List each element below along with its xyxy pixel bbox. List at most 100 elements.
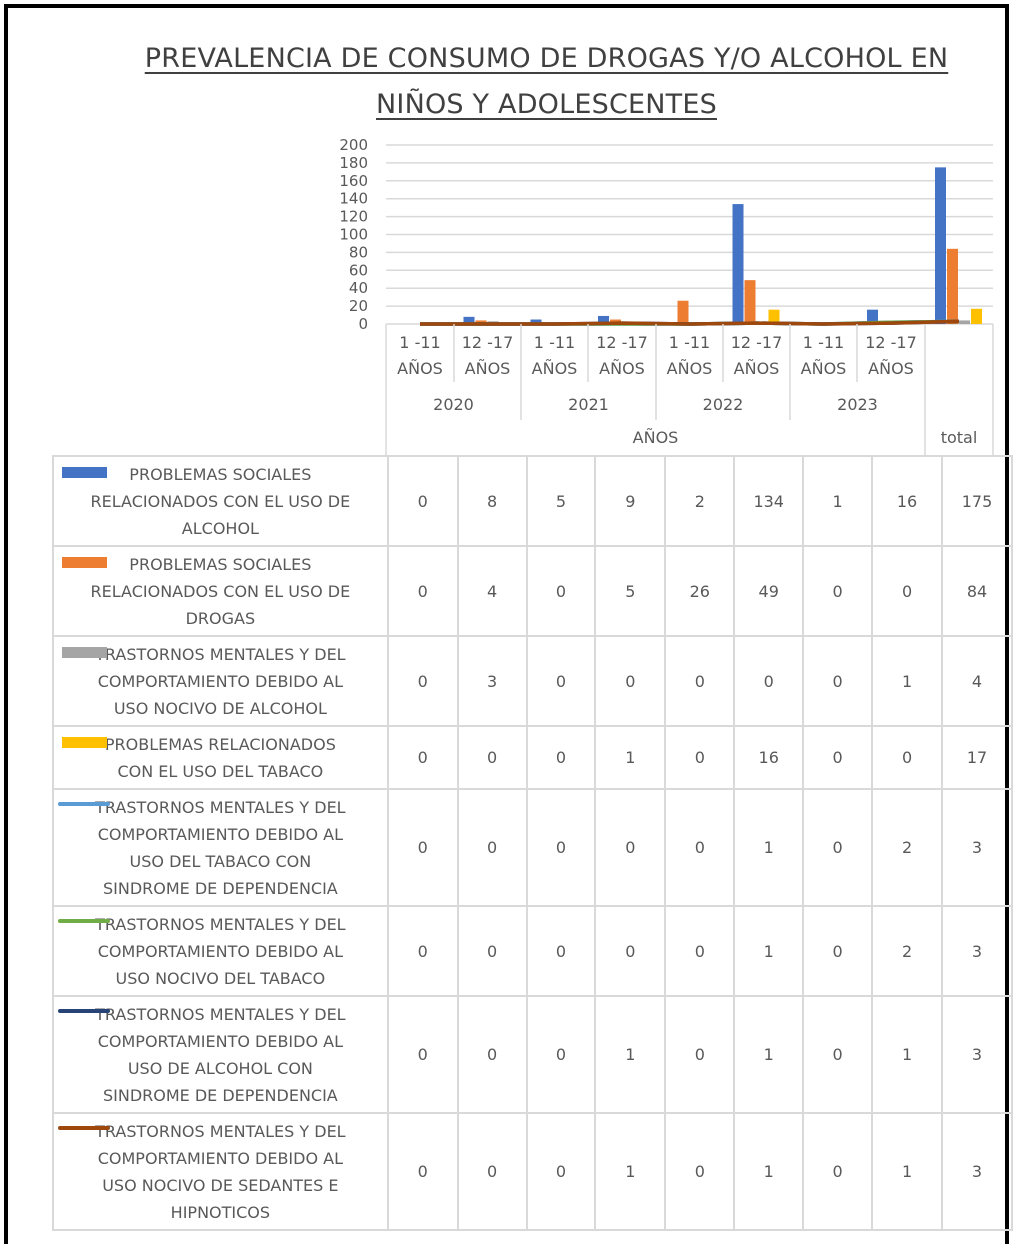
table-cell-value: 0 (802, 1112, 874, 1231)
table-cell-value: 0 (525, 635, 597, 727)
table-cell-value: 0 (456, 995, 528, 1114)
table-row: TRASTORNOS MENTALES Y DEL COMPORTAMIENTO … (52, 905, 1013, 997)
y-tick-label-40: 40 (349, 279, 368, 297)
y-tick-label-160: 160 (339, 172, 368, 190)
series-name: TRASTORNOS MENTALES Y DEL COMPORTAMIENTO … (54, 1118, 387, 1226)
table-cell-value: 1 (871, 635, 944, 727)
bar-s1-c8 (947, 248, 958, 324)
x-group-label-3-1: AÑOS (599, 359, 645, 378)
table-cell-value: 0 (802, 995, 874, 1114)
table-cell-value: 0 (802, 545, 874, 637)
bar-s0-c3 (598, 315, 609, 324)
bar-s1-c5 (744, 280, 756, 324)
table-cell-value: 0 (802, 788, 874, 907)
table-cell-value: 0 (386, 905, 459, 997)
table-cell-value: 1 (594, 725, 667, 790)
table-cell-value: 1 (594, 1112, 667, 1231)
table-cell-value: 0 (594, 788, 667, 907)
table-row: TRASTORNOS MENTALES Y DEL COMPORTAMIENTO … (52, 635, 1013, 727)
bar-s0-c5 (732, 204, 744, 324)
table-cell-value: 0 (733, 635, 805, 727)
series-name-line: COMPORTAMIENTO DEBIDO AL (97, 1031, 343, 1051)
table-cell-value: 0 (386, 725, 459, 790)
x-year-label-2023: 2023 (837, 395, 878, 414)
table-cell-value: 0 (664, 635, 736, 727)
bar-s0-c1 (463, 316, 475, 324)
series-name-line: TRASTORNOS MENTALES Y DEL (95, 1004, 346, 1024)
chart-title-line-1: PREVALENCIA DE CONSUMO DE DROGAS Y/O ALC… (144, 43, 949, 74)
legend-key (58, 1126, 110, 1130)
series-name: TRASTORNOS MENTALES Y DEL COMPORTAMIENTO … (54, 1001, 387, 1109)
table-cell-value: 134 (733, 455, 805, 547)
table-cell-value: 0 (664, 788, 736, 907)
x-group-label-4-0: 1 -11 (669, 333, 710, 352)
table-cell-value: 0 (386, 455, 459, 547)
table-cell-value: 0 (456, 788, 528, 907)
table-cell-value: 0 (525, 725, 597, 790)
x-year-label-2022: 2022 (703, 395, 744, 414)
table-cell-value: 0 (386, 788, 459, 907)
legend-key (62, 647, 107, 658)
series-label-cell: PROBLEMAS RELACIONADOS CON EL USO DEL TAB… (52, 725, 389, 790)
x-total-label: total (941, 428, 978, 447)
table-cell-value: 0 (594, 905, 667, 997)
bar-s3-c5 (768, 309, 780, 324)
table-cell-value: 26 (664, 545, 736, 637)
table-cell-value: 0 (525, 788, 597, 907)
series-name-line: USO DE ALCOHOL CON (127, 1058, 313, 1078)
table-cell-value: 0 (525, 1112, 597, 1231)
series-name-line: DROGAS (185, 608, 256, 628)
table-cell-value: 2 (871, 788, 944, 907)
bar-s1-c1 (475, 320, 487, 324)
series-name-line: CON EL USO DEL TABACO (117, 761, 324, 781)
x-group-label-2-0: 1 -11 (534, 333, 575, 352)
table-cell-value: 17 (941, 725, 1013, 790)
table-cell-value: 0 (664, 905, 736, 997)
x-year-label-2021: 2021 (568, 395, 609, 414)
table-cell-value: 0 (594, 635, 667, 727)
series-name-line: SINDROME DE DEPENDENCIA (102, 878, 338, 898)
x-group-label-5-1: AÑOS (734, 359, 780, 378)
table-cell-value: 4 (456, 545, 528, 637)
series-name-line: HIPNOTICOS (170, 1202, 271, 1222)
table-cell-value: 3 (456, 635, 528, 727)
table-cell-value: 0 (456, 725, 528, 790)
series-lines (420, 319, 960, 326)
table-cell-value: 2 (664, 455, 736, 547)
x-group-label-1-0: 12 -17 (462, 333, 514, 352)
table-cell-value: 2 (871, 905, 944, 997)
x-axis: 1 -11 AÑOS 12 -17 AÑOS 1 -11 AÑOS 12 -17 AÑOS 1 … (385, 324, 994, 455)
table-cell-value: 0 (456, 905, 528, 997)
table-cell-value: 16 (871, 455, 944, 547)
table-cell-value: 0 (386, 995, 459, 1114)
x-group-label-6-1: AÑOS (801, 359, 847, 378)
gridlines (386, 144, 993, 325)
table-cell-value: 0 (871, 545, 944, 637)
x-outer-label: AÑOS (633, 428, 679, 447)
series-name-line: COMPORTAMIENTO DEBIDO AL (97, 824, 343, 844)
y-tick-label-80: 80 (349, 243, 368, 261)
series-name: TRASTORNOS MENTALES Y DEL COMPORTAMIENTO … (54, 794, 387, 902)
series-name: TRASTORNOS MENTALES Y DEL COMPORTAMIENTO … (54, 641, 387, 722)
series-label-cell: TRASTORNOS MENTALES Y DEL COMPORTAMIENTO … (52, 905, 389, 997)
legend-key (58, 1009, 110, 1013)
table-row: PROBLEMAS SOCIALES RELACIONADOS CON EL US… (52, 545, 1013, 637)
legend-key (58, 919, 110, 923)
series-label-cell: TRASTORNOS MENTALES Y DEL COMPORTAMIENTO … (52, 995, 389, 1114)
x-group-label-0-0: 1 -11 (399, 333, 440, 352)
series-label-cell: PROBLEMAS SOCIALES RELACIONADOS CON EL US… (52, 545, 389, 637)
y-tick-label-100: 100 (339, 226, 368, 244)
series-name-line: TRASTORNOS MENTALES Y DEL (95, 644, 346, 664)
bar-s1-c4 (677, 300, 689, 324)
table-cell-value: 0 (802, 905, 874, 997)
table-cell-value: 4 (941, 635, 1013, 727)
bar-s0-c7 (867, 309, 878, 324)
table-cell-value: 9 (594, 455, 667, 547)
table-cell-value: 1 (733, 1112, 805, 1231)
series-name: PROBLEMAS SOCIALES RELACIONADOS CON EL US… (54, 551, 387, 632)
table-cell-value: 0 (386, 1112, 459, 1231)
series-name-line: USO NOCIVO DE ALCOHOL (113, 698, 327, 718)
x-group-label-5-0: 12 -17 (731, 333, 783, 352)
table-cell-value: 5 (525, 455, 597, 547)
